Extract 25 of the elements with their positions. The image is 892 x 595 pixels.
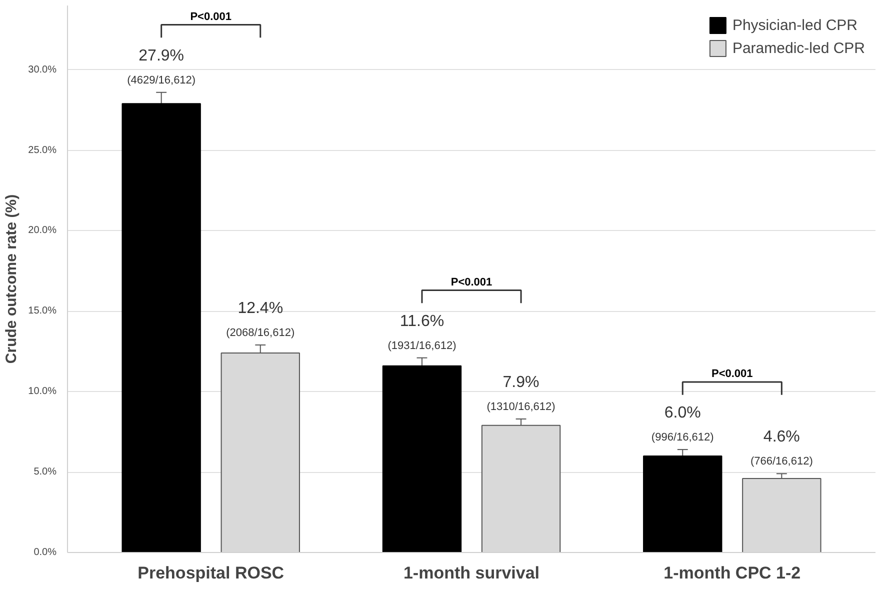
- annotation: P<0.001: [190, 10, 232, 23]
- data-label: 7.9% (1310/16,612): [486, 374, 556, 413]
- y-tick-label: 5.0%: [34, 466, 57, 478]
- x-tick-label: 1-month CPC 1-2: [664, 564, 801, 582]
- legend-label: Paramedic-led CPR: [732, 40, 865, 56]
- y-tick-label: 25.0%: [28, 144, 57, 156]
- data-label: 12.4% (2068/16,612): [226, 300, 295, 339]
- x-tick-label: Prehospital ROSC: [138, 564, 284, 582]
- data-label: 4.6% (766/16,612): [750, 428, 813, 468]
- data-label: 11.6% (1931/16,612): [388, 312, 456, 352]
- y-tick-label: 30.0%: [28, 64, 57, 76]
- annotation: P<0.001: [712, 368, 753, 380]
- annotation: P<0.001: [450, 276, 492, 288]
- bar: [122, 103, 201, 552]
- bar: [382, 365, 462, 552]
- x-tick-label: 1-month survival: [403, 564, 540, 582]
- bar: [643, 455, 722, 552]
- y-axis-title: Crude outcome rate (%): [3, 194, 20, 364]
- y-tick-label: 0.0%: [34, 547, 57, 558]
- y-tick-label: 20.0%: [28, 225, 57, 236]
- data-label: 27.9% (4629/16,612): [127, 47, 196, 86]
- y-tick-label: 15.0%: [28, 306, 57, 317]
- y-tick-label: 10.0%: [28, 386, 57, 398]
- data-label: 6.0% (996/16,612): [651, 404, 714, 444]
- legend-label: Physician-led CPR: [732, 16, 858, 34]
